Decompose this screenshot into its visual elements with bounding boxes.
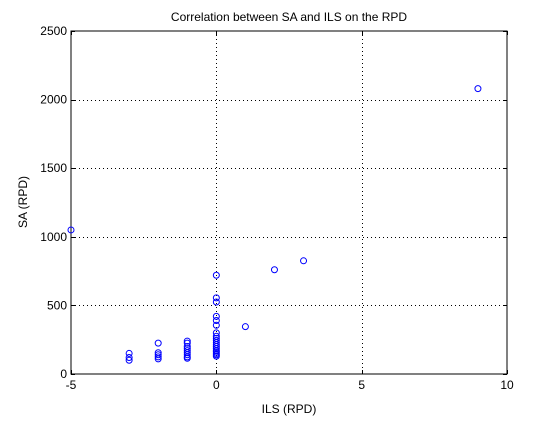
data-point	[474, 85, 482, 93]
data-point	[154, 355, 162, 363]
data-point	[212, 343, 220, 351]
x-tick-label: 0	[213, 378, 220, 392]
data-point	[183, 351, 191, 359]
y-tick-label: 500	[47, 298, 67, 312]
x-tick-label: 5	[358, 378, 365, 392]
data-point	[154, 339, 162, 347]
data-point	[67, 226, 75, 234]
data-point	[125, 354, 133, 362]
data-point	[154, 351, 162, 359]
data-point	[125, 349, 133, 357]
axis-ticks	[71, 31, 508, 375]
y-tick-label: 2000	[40, 93, 67, 107]
data-point	[212, 329, 220, 337]
plot-frame	[70, 30, 508, 375]
data-point	[183, 354, 191, 362]
data-point	[212, 271, 220, 279]
grid	[71, 31, 507, 374]
y-tick-label: 2500	[40, 24, 67, 38]
y-tick-label: 1000	[40, 230, 67, 244]
data-point	[212, 321, 220, 329]
chart-title: Correlation between SA and ILS on the RP…	[171, 10, 407, 24]
y-axis-label: SA (RPD)	[16, 176, 30, 228]
data-point	[212, 294, 220, 302]
data-point	[183, 339, 191, 347]
data-point	[183, 349, 191, 357]
data-point	[212, 352, 220, 360]
data-point	[270, 266, 278, 274]
data-point	[212, 298, 220, 306]
data-point	[212, 316, 220, 324]
data-point	[241, 323, 249, 331]
data-point	[125, 356, 133, 364]
data-point	[300, 257, 308, 265]
data-points	[67, 85, 482, 364]
data-point	[154, 353, 162, 361]
y-tick-label: 0	[60, 367, 67, 381]
x-tick-label: 10	[500, 378, 514, 392]
data-point	[212, 312, 220, 320]
data-point	[183, 337, 191, 345]
x-tick-label: -5	[66, 378, 77, 392]
y-tick-label: 1500	[40, 161, 67, 175]
x-axis-label: ILS (RPD)	[262, 402, 317, 416]
